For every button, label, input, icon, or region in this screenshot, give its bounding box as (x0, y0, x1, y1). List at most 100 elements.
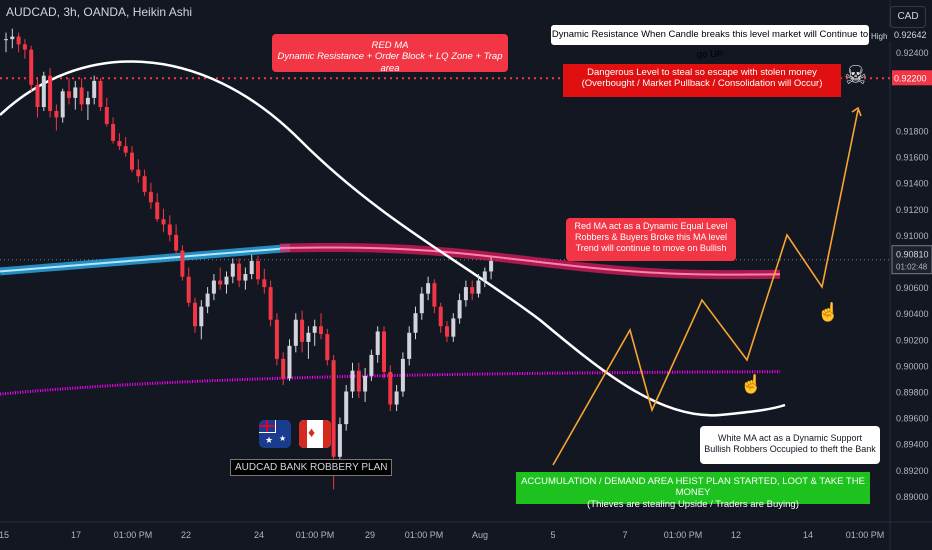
candle-body (312, 326, 317, 333)
dynamic-resistance-text: Dynamic Resistance When Candle breaks th… (551, 29, 869, 60)
high-price-label-bg (892, 27, 932, 42)
candle-body (344, 391, 349, 425)
y-tick-label: 0.91400 (896, 179, 929, 189)
candle-body (48, 75, 53, 111)
projection-path (552, 109, 859, 466)
candle-body (426, 283, 431, 294)
danger-level-note: Dangerous Level to steal so escape with … (563, 64, 841, 97)
plan-tag: AUDCAD BANK ROBBERY PLAN (230, 459, 393, 476)
x-tick-label: 22 (181, 530, 191, 540)
accumulation-line-2: (Thieves are stealing Upside / Traders a… (587, 498, 799, 510)
candle-body (205, 293, 210, 307)
danger-line-1: Dangerous Level to steal so escape with … (587, 67, 817, 78)
candle-body (130, 152, 134, 170)
x-tick-label: Aug (472, 530, 488, 540)
symbol-title[interactable]: AUDCAD, 3h, OANDA, Heikin Ashi (6, 5, 193, 19)
candle-body (331, 360, 336, 457)
x-tick-label: 29 (365, 530, 375, 540)
candle-body (111, 123, 116, 141)
y-tick-label: 0.89800 (896, 388, 929, 398)
x-tick-label: 14 (803, 530, 813, 540)
candle-body (407, 332, 412, 359)
red-ma-equal-3: Trend will continue to move on Bullish (575, 242, 727, 253)
candle-body (375, 331, 380, 355)
candle-body (356, 370, 361, 392)
candle-body (41, 75, 46, 108)
high-tag-bg (868, 28, 892, 42)
y-tick-label: 0.90400 (896, 309, 929, 319)
y-tick-label: 0.89000 (896, 492, 929, 502)
candle-body (161, 219, 166, 225)
candle-body (79, 87, 84, 105)
candle-body (350, 370, 355, 392)
candle-body (432, 283, 437, 307)
candle-body (388, 371, 393, 405)
x-tick-label: 15 (0, 530, 9, 540)
candle-body (369, 354, 374, 376)
candle-body (457, 300, 462, 319)
y-tick-label: 0.91000 (896, 231, 929, 241)
candle-body (243, 274, 248, 281)
candle-body (413, 313, 418, 333)
red-ma-equal-note: Red MA act as a Dynamic Equal Level Robb… (566, 218, 736, 261)
pointing-hand-icon: ☝ (740, 373, 762, 395)
candle-body (35, 84, 40, 108)
skull-crossbones-icon: ☠ (844, 60, 868, 90)
x-tick-label: 5 (550, 530, 555, 540)
high-tag-label: High (871, 32, 887, 41)
candle-body (16, 36, 21, 45)
accumulation-note: ACCUMULATION / DEMAND AREA HEIST PLAN ST… (516, 472, 870, 510)
candle-body (142, 176, 147, 192)
x-tick-label: 12 (731, 530, 741, 540)
candle-body (274, 319, 279, 359)
candle-body (123, 146, 128, 153)
candle-body (186, 276, 191, 303)
red-ma-line (279, 246, 781, 276)
candle-body (438, 306, 443, 327)
y-tick-label: 0.89200 (896, 466, 929, 476)
australia-flag-icon: ★ ★ (259, 420, 291, 448)
candle-body (193, 302, 197, 327)
candle-body (199, 306, 204, 327)
accumulation-line-1: ACCUMULATION / DEMAND AREA HEIST PLAN ST… (521, 476, 865, 499)
candle-body (104, 107, 109, 124)
candle-body (174, 234, 179, 251)
x-tick-label: 24 (254, 530, 264, 540)
y-tick-label: 0.91600 (896, 153, 929, 163)
currency-button[interactable]: CAD (890, 6, 926, 28)
candle-body (337, 424, 342, 457)
candle-body (67, 91, 71, 98)
y-tick-label: 0.89400 (896, 440, 929, 450)
high-price-label: 0.92642 (894, 30, 927, 40)
candle-body (463, 287, 468, 301)
candle-body (73, 87, 78, 98)
candle-body (489, 261, 494, 272)
x-tick-label: 7 (622, 530, 627, 540)
candle-body (155, 202, 160, 220)
candle-body (419, 293, 424, 314)
candle-body (92, 80, 97, 98)
y-tick-label: 0.90200 (896, 335, 929, 345)
candle-body (382, 331, 386, 372)
candle-body (211, 280, 216, 294)
current-price-countdown: 01:02:48 (896, 263, 928, 272)
candle-body (482, 271, 487, 281)
candle-body (400, 358, 405, 392)
current-price-value: 0.90810 (896, 250, 929, 260)
red-ma-note: RED MA Dynamic Resistance + Order Block … (272, 34, 508, 74)
red-ma-desc: Dynamic Resistance + Order Block + LQ Zo… (277, 51, 503, 74)
danger-price-label-bg (892, 70, 932, 86)
candle-body (445, 326, 449, 337)
white-ma-line (0, 60, 786, 417)
candle-body (10, 36, 15, 40)
x-tick-label: 01:00 PM (405, 530, 444, 540)
blue-ma-line (0, 246, 291, 273)
candle-body (167, 224, 172, 235)
candle-body (4, 39, 8, 41)
white-ma-note: White MA act as a Dynamic Support Bullis… (700, 426, 880, 464)
candle-body (180, 250, 185, 277)
candle-body (224, 276, 229, 285)
candle-body (451, 318, 456, 337)
